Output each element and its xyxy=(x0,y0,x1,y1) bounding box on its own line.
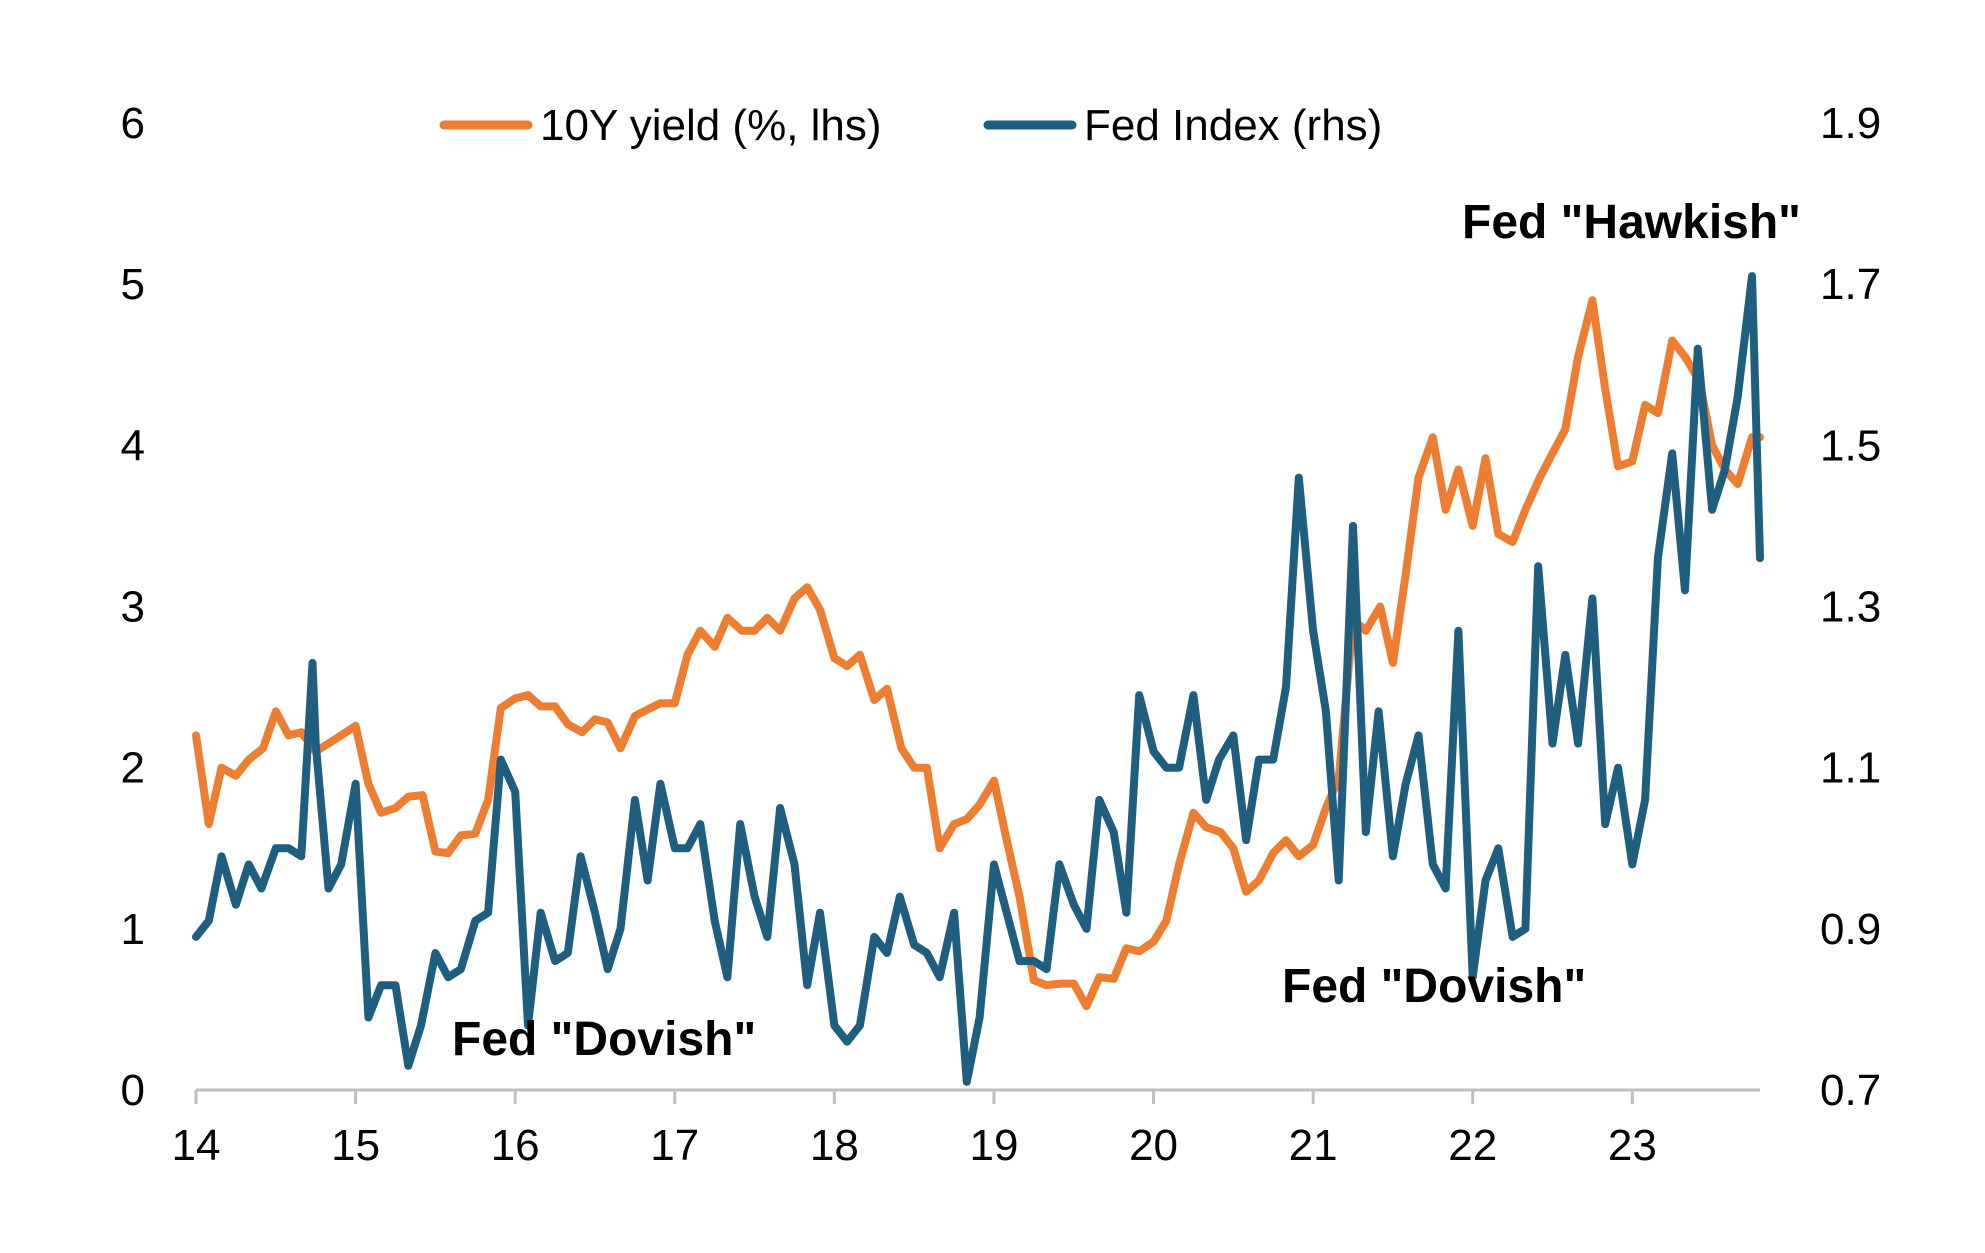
y-right-tick-label: 1.3 xyxy=(1820,583,1881,632)
annotation-hawkish: Fed "Hawkish" xyxy=(1462,196,1801,249)
y-left-tick-label: 6 xyxy=(121,99,145,148)
y-right-tick-label: 1.7 xyxy=(1820,260,1881,309)
y-right-tick-label: 1.5 xyxy=(1820,421,1881,470)
legend-label-yield: 10Y yield (%, lhs) xyxy=(540,101,882,150)
annotation-dovish-2015: Fed "Dovish" xyxy=(452,1013,756,1066)
y-left-tick-label: 5 xyxy=(121,260,145,309)
legend-label-fed: Fed Index (rhs) xyxy=(1084,101,1382,150)
y-right-tick-label: 0.9 xyxy=(1820,905,1881,954)
x-tick-label: 14 xyxy=(172,1121,221,1170)
x-tick-label: 21 xyxy=(1289,1121,1338,1170)
legend: 10Y yield (%, lhs) Fed Index (rhs) xyxy=(439,101,1382,150)
annotation-dovish-2021: Fed "Dovish" xyxy=(1282,960,1586,1013)
y-left-tick-label: 1 xyxy=(121,905,145,954)
x-tick-label: 22 xyxy=(1448,1121,1497,1170)
annotations: Fed "Hawkish" Fed "Dovish" Fed "Dovish" xyxy=(452,196,1801,1066)
y-left-tick-label: 2 xyxy=(121,744,145,793)
x-tick-label: 17 xyxy=(650,1121,699,1170)
y-right-tick-label: 0.7 xyxy=(1820,1066,1881,1115)
y-right-tick-label: 1.9 xyxy=(1820,99,1881,148)
y-left-tick-label: 3 xyxy=(121,583,145,632)
x-tick-label: 18 xyxy=(810,1121,859,1170)
y-left-tick-label: 0 xyxy=(121,1066,145,1115)
x-tick-label: 19 xyxy=(969,1121,1018,1170)
x-tick-label: 15 xyxy=(331,1121,380,1170)
ticks: 14 15 16 17 18 19 20 21 22 2301234560.70.91.11.31… xyxy=(121,99,1882,1170)
series xyxy=(192,272,1764,1086)
x-tick-label: 16 xyxy=(491,1121,540,1170)
y-right-tick-label: 1.1 xyxy=(1820,744,1881,793)
y-left-tick-label: 4 xyxy=(121,421,145,470)
x-tick-label: 20 xyxy=(1129,1121,1178,1170)
series-line-10y-yield xyxy=(192,296,1764,1011)
series-line-fed-index xyxy=(192,272,1764,1086)
x-tick-label: 23 xyxy=(1608,1121,1657,1170)
